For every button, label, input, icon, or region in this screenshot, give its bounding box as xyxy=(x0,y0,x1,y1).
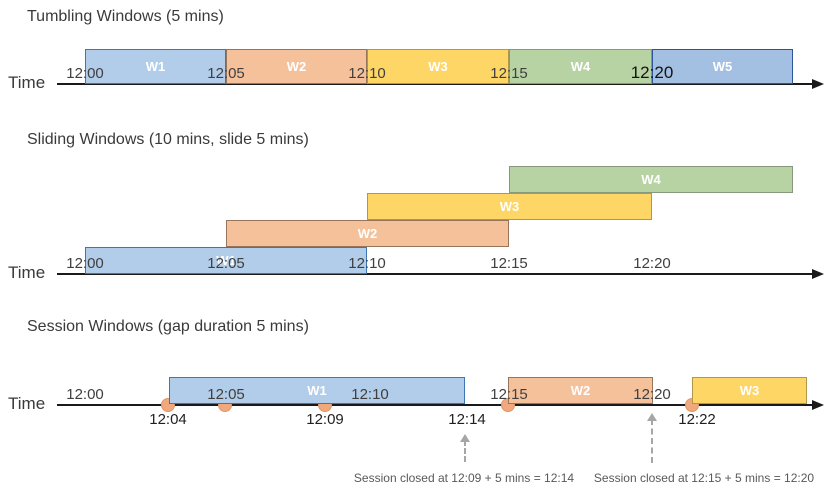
tumbling-tick-label: 12:15 xyxy=(490,65,528,82)
tumbling-tick-label: 12:20 xyxy=(630,63,674,82)
session-tick-label: 12:15 xyxy=(490,386,528,403)
session-window-w3: W3 xyxy=(692,377,807,404)
event-time-label: 12:14 xyxy=(448,411,486,428)
tumbling-window-label: W2 xyxy=(286,59,307,74)
tumbling-window-label: W5 xyxy=(712,59,733,74)
session-tick-label: 12:05 xyxy=(207,386,245,403)
session-window-label: W1 xyxy=(307,383,327,398)
sliding-tick-label: 12:10 xyxy=(348,255,386,272)
session-close-arrowhead-icon xyxy=(647,413,657,421)
sliding-title: Sliding Windows (10 mins, slide 5 mins) xyxy=(27,131,309,148)
sliding-window-label: W3 xyxy=(499,199,520,214)
session-window-w1: W1 xyxy=(169,377,465,404)
session-time-axis-label: Time xyxy=(8,394,46,413)
sliding-window-w2: W2 xyxy=(226,220,509,247)
session-close-arrow xyxy=(464,440,466,462)
tumbling-window-w3: W3 xyxy=(367,49,509,84)
tumbling-window-w2: W2 xyxy=(226,49,367,84)
sliding-window-label: W4 xyxy=(641,172,661,187)
sliding-tick-label: 12:20 xyxy=(633,255,671,272)
sliding-timeline xyxy=(57,273,812,275)
sliding-tick-label: 12:00 xyxy=(66,255,104,272)
session-close-arrowhead-icon xyxy=(460,434,470,442)
sliding-tick-label: 12:05 xyxy=(207,255,245,272)
tumbling-timeline xyxy=(57,83,812,85)
tumbling-time-axis-label: Time xyxy=(8,73,46,92)
event-time-label: 12:22 xyxy=(678,411,716,428)
session-window-w2: W2 xyxy=(508,377,653,404)
session-timeline xyxy=(57,404,812,406)
tumbling-window-w5: W5 xyxy=(652,49,793,84)
sliding-time-axis-label: Time xyxy=(8,263,46,282)
tumbling-window-label: W3 xyxy=(428,59,448,74)
tumbling-title: Tumbling Windows (5 mins) xyxy=(27,8,224,25)
sliding-window-w1: W1 xyxy=(85,247,367,274)
tumbling-window-w1: W1 xyxy=(85,49,226,84)
event-time-label: 12:09 xyxy=(306,411,344,428)
tumbling-tick-label: 12:00 xyxy=(66,65,104,82)
sliding-window-w3: W3 xyxy=(367,193,652,220)
tumbling-window-label: W4 xyxy=(570,59,591,74)
session-tick-label: 12:10 xyxy=(351,386,389,403)
event-time-label: 12:04 xyxy=(149,411,187,428)
session-close-annotation: Session closed at 12:15 + 5 mins = 12:20 xyxy=(593,471,815,485)
session-close-arrow xyxy=(651,419,653,463)
sliding-window-label: W1 xyxy=(216,253,236,268)
session-tick-label: 12:20 xyxy=(633,386,671,403)
sliding-tick-label: 12:15 xyxy=(490,255,528,272)
session-tick-label: 12:00 xyxy=(66,386,104,403)
sliding-window-label: W2 xyxy=(357,226,378,241)
sliding-timeline-arrowhead-icon xyxy=(812,269,824,279)
session-window-label: W3 xyxy=(739,383,760,398)
tumbling-tick-label: 12:05 xyxy=(207,65,245,82)
session-close-annotation: Session closed at 12:09 + 5 mins = 12:14 xyxy=(353,471,575,485)
session-timeline-arrowhead-icon xyxy=(812,400,824,410)
tumbling-window-label: W1 xyxy=(145,59,166,74)
tumbling-timeline-arrowhead-icon xyxy=(812,79,824,89)
sliding-window-w4: W4 xyxy=(509,166,793,193)
tumbling-tick-label: 12:10 xyxy=(348,65,386,82)
tumbling-window-w4: W4 xyxy=(509,49,652,84)
session-title: Session Windows (gap duration 5 mins) xyxy=(27,318,309,335)
session-window-label: W2 xyxy=(570,383,591,398)
